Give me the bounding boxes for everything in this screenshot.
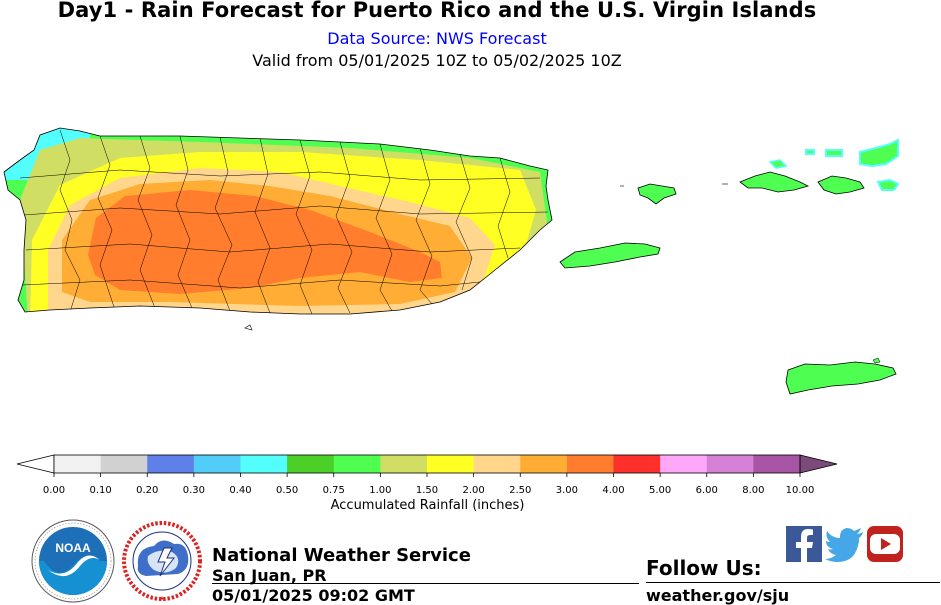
- colorbar-tick-label: 10.00: [786, 485, 815, 496]
- rain-core-orange: [88, 190, 442, 294]
- data-source: Data Source: NWS Forecast: [327, 29, 547, 48]
- colorbar-tick-label: 3.00: [556, 485, 578, 496]
- colorbar-tick-label: 8.00: [742, 485, 764, 496]
- colorbar-under-arrow: [16, 454, 55, 474]
- colorbar-segment: [566, 455, 614, 473]
- colorbar-tick-label: 0.10: [89, 485, 111, 496]
- colorbar-segment: [333, 455, 381, 473]
- office-name: San Juan, PR: [212, 566, 327, 585]
- agency-name: National Weather Service: [212, 545, 471, 566]
- colorbar-segment: [54, 455, 102, 473]
- puerto-rico: [3, 127, 553, 315]
- colorbar-tick-label: 4.00: [602, 485, 624, 496]
- small-cays: [244, 183, 728, 331]
- st-croix: [785, 357, 897, 395]
- colorbar-segment: [660, 455, 708, 473]
- colorbar-tick-label: 6.00: [696, 485, 718, 496]
- website-link[interactable]: weather.gov/sju: [646, 586, 790, 605]
- colorbar-title: Accumulated Rainfall (inches): [330, 498, 525, 513]
- colorbar-tick-label: 1.00: [369, 485, 391, 496]
- colorbar-tick-label: 0.40: [229, 485, 251, 496]
- map-title: Day1 - Rain Forecast for Puerto Rico and…: [57, 0, 817, 22]
- colorbar-segment: [427, 455, 475, 473]
- st-thomas: [739, 159, 810, 193]
- colorbar-segment: [706, 455, 754, 473]
- colorbar-tick-label: 2.50: [509, 485, 531, 496]
- colorbar-tick-label: 1.50: [416, 485, 438, 496]
- colorbar-tick-label: 0.00: [43, 485, 65, 496]
- colorbar-segment: [520, 455, 568, 473]
- colorbar-tick-label: 0.20: [136, 485, 158, 496]
- colorbar-segment: [380, 455, 428, 473]
- municipio-boundaries: [19, 129, 549, 314]
- colorbar-segment: [473, 455, 521, 473]
- vieques: [559, 242, 661, 269]
- nws-ring-lettering: [122, 521, 202, 601]
- noaa-logo-text: NOAA: [55, 541, 91, 555]
- colorbar-segment: [613, 455, 661, 473]
- colorbar-segment: [287, 455, 335, 473]
- puerto-rico-coastline: [3, 127, 553, 315]
- nws-logo: [121, 520, 203, 602]
- noaa-ring-lettering: [34, 522, 112, 600]
- colorbar-segment: [240, 455, 288, 473]
- colorbar-tick-label: 0.50: [276, 485, 298, 496]
- youtube-icon[interactable]: [867, 526, 903, 562]
- colorbar-tick-label: 5.00: [649, 485, 671, 496]
- colorbar-segment: [147, 455, 195, 473]
- culebra: [637, 183, 677, 205]
- colorbar-segment: [193, 455, 241, 473]
- facebook-icon[interactable]: [786, 526, 822, 562]
- colorbar-segment: [753, 455, 801, 473]
- british-virgin-islands: [805, 138, 900, 191]
- colorbar-over-arrow: [799, 454, 838, 474]
- colorbar-tick-label: 0.30: [183, 485, 205, 496]
- colorbar-segment: [100, 455, 148, 473]
- twitter-icon[interactable]: [825, 526, 865, 562]
- follow-divider: [646, 582, 940, 583]
- colorbar-tick-label: 0.75: [323, 485, 345, 496]
- st-john: [817, 175, 865, 195]
- follow-us-label: Follow Us:: [646, 556, 762, 580]
- footer-divider: [212, 583, 639, 584]
- colorbar-tick-label: 2.00: [462, 485, 484, 496]
- noaa-logo: NOAA: [31, 519, 115, 603]
- issue-timestamp: 05/01/2025 09:02 GMT: [212, 586, 415, 605]
- valid-period: Valid from 05/01/2025 10Z to 05/02/2025 …: [252, 51, 622, 70]
